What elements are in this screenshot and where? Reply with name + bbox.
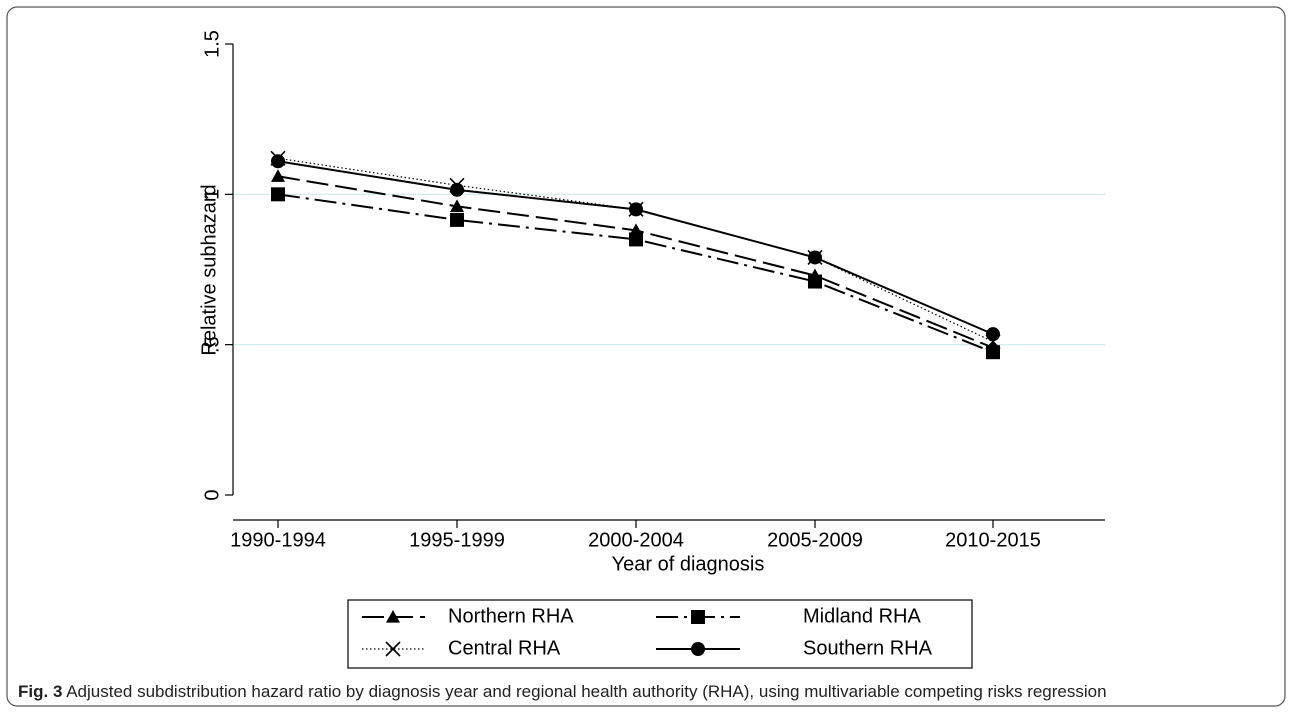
legend-label: Central RHA [448,637,561,659]
legend-label: Northern RHA [448,605,574,627]
y-axis-label: Relative subhazard [198,184,220,355]
marker [271,154,285,169]
y-tick-label: .5 [201,336,223,353]
y-tick-label: 1.5 [201,30,223,58]
marker [450,199,464,212]
marker [629,202,643,217]
y-tick-label: 0 [201,489,223,500]
marker [450,212,464,227]
legend-label: Midland RHA [803,605,921,627]
marker [450,182,464,197]
legend-marker [691,642,705,656]
legend-marker [385,641,401,657]
marker [986,327,1000,342]
marker [986,345,1000,360]
legend-marker [386,610,400,623]
caption-label: Fig. 3 [18,682,62,701]
series-line [277,193,994,354]
y-tick-label: 1 [201,189,223,200]
x-tick-label: 1990-1994 [230,529,326,551]
figure-frame [6,6,1286,707]
caption: Fig. 3 Adjusted subdistribution hazard r… [18,682,1107,701]
marker [271,187,285,202]
legend-label: Southern RHA [803,637,933,659]
series-line [277,157,994,343]
marker [808,250,822,265]
x-tick-label: 1995-1999 [409,529,505,551]
marker [271,169,285,182]
x-tick-label: 2010-2015 [945,529,1041,551]
legend-marker [691,610,705,624]
marker [808,274,822,289]
legend-box [347,599,973,669]
x-tick-label: 2000-2004 [588,529,684,551]
marker [629,232,643,247]
x-tick-label: 2005-2009 [767,529,863,551]
caption-text: Adjusted subdistribution hazard ratio by… [62,682,1106,701]
x-axis-label: Year of diagnosis [612,553,765,575]
